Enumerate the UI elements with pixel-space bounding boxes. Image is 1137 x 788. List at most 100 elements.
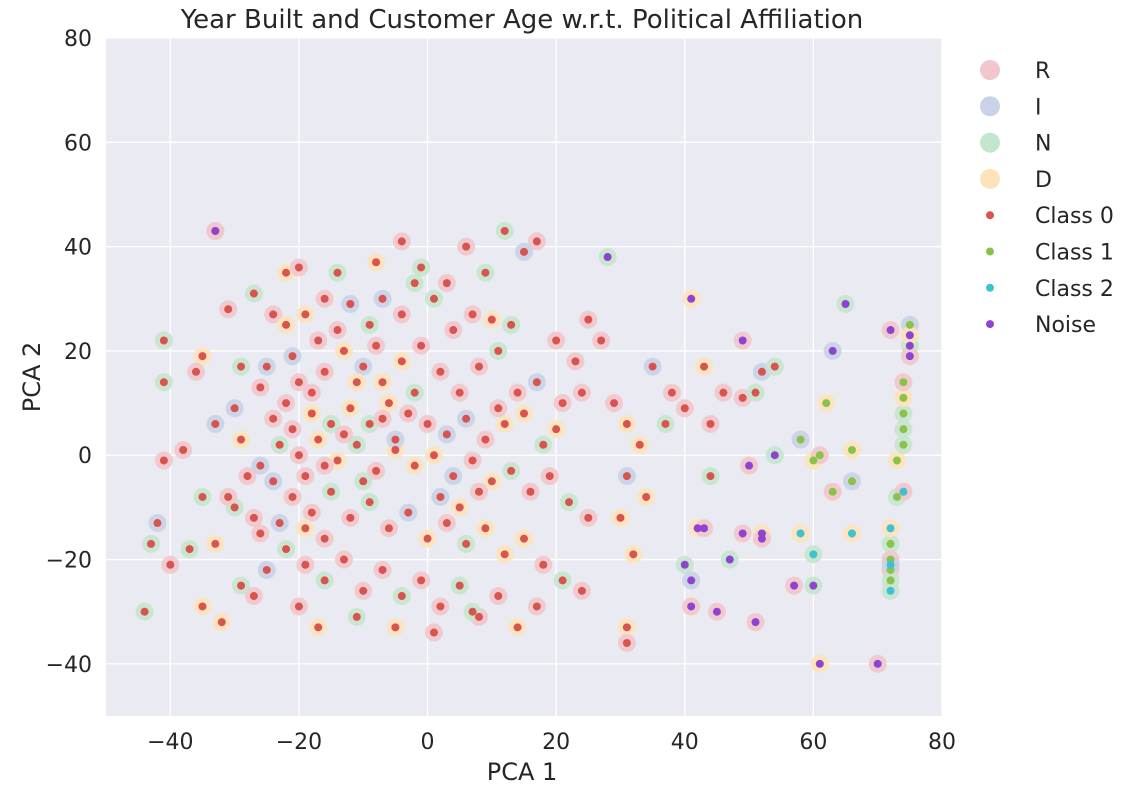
class-0-point xyxy=(462,414,471,423)
class-0-point xyxy=(243,472,252,481)
class-0-point xyxy=(320,534,329,543)
class-0-point xyxy=(307,508,316,517)
class-0-point xyxy=(198,602,207,611)
class-0-point xyxy=(327,419,336,428)
class-0-point xyxy=(294,451,303,460)
class-0-point xyxy=(339,555,348,564)
class-0-point xyxy=(552,425,561,434)
class-0-point xyxy=(288,425,297,434)
class-0-point xyxy=(539,560,548,569)
class-0-point xyxy=(494,592,503,601)
class-0-point xyxy=(282,399,291,408)
noise-point xyxy=(809,581,818,590)
class-2-point xyxy=(886,586,895,595)
class-0-point xyxy=(526,487,535,496)
class-0-point xyxy=(571,357,580,366)
class-0-point xyxy=(552,336,561,345)
y-tick-label: 80 xyxy=(64,27,92,52)
class-0-point xyxy=(558,576,567,585)
class-0-point xyxy=(282,320,291,329)
class-0-point xyxy=(153,519,162,528)
class-2-point xyxy=(809,550,818,559)
class-0-point xyxy=(494,404,503,413)
legend-label-r: R xyxy=(1035,59,1050,84)
class-0-point xyxy=(294,263,303,272)
class-0-point xyxy=(532,602,541,611)
y-tick-labels: −40 −20 0 20 40 60 80 xyxy=(46,27,92,678)
class-0-point xyxy=(474,362,483,371)
class-0-point xyxy=(359,586,368,595)
noise-point xyxy=(886,326,895,335)
class-0-point xyxy=(346,513,355,522)
class-0-point xyxy=(397,592,406,601)
legend-label-class-1: Class 1 xyxy=(1035,241,1114,266)
class-0-point xyxy=(565,498,574,507)
class-0-point xyxy=(372,341,381,350)
class-0-point xyxy=(584,315,593,324)
class-0-point xyxy=(423,419,432,428)
class-0-point xyxy=(706,419,715,428)
noise-point xyxy=(712,607,721,616)
class-0-point xyxy=(198,352,207,361)
class-0-point xyxy=(339,346,348,355)
class-0-point xyxy=(706,472,715,481)
class-0-point xyxy=(301,560,310,569)
y-axis-label: PCA 2 xyxy=(18,342,46,413)
class-0-point xyxy=(192,367,201,376)
class-0-point xyxy=(455,388,464,397)
legend-label-class-0: Class 0 xyxy=(1035,204,1114,229)
class-0-point xyxy=(314,336,323,345)
class-0-point xyxy=(378,565,387,574)
class-0-point xyxy=(545,472,554,481)
halo-layer xyxy=(135,221,919,673)
class-0-point xyxy=(314,435,323,444)
class-0-point xyxy=(520,247,528,256)
class-0-point xyxy=(327,487,336,496)
class-0-point xyxy=(320,461,329,470)
class-1-point xyxy=(892,456,901,465)
noise-point xyxy=(751,618,760,627)
noise-point xyxy=(905,352,914,361)
class-0-point xyxy=(410,388,419,397)
point-layer xyxy=(140,226,914,668)
x-tick-label: 40 xyxy=(671,730,699,755)
class-1-point xyxy=(905,320,914,329)
class-0-point xyxy=(365,498,374,507)
class-2-point xyxy=(886,560,895,569)
class-0-point xyxy=(346,299,355,308)
class-0-point xyxy=(642,492,651,501)
chart-title: Year Built and Customer Age w.r.t. Polit… xyxy=(180,5,864,35)
noise-point xyxy=(603,253,612,262)
class-0-point xyxy=(282,545,291,554)
class-1-point xyxy=(899,440,908,449)
class-0-point xyxy=(301,524,310,533)
legend-label-d: D xyxy=(1035,168,1052,193)
legend-label-i: I xyxy=(1035,95,1042,120)
class-0-point xyxy=(738,393,747,402)
noise-point xyxy=(905,331,914,340)
class-0-point xyxy=(159,456,168,465)
class-0-point xyxy=(365,320,374,329)
noise-point xyxy=(693,524,702,533)
class-0-point xyxy=(307,388,316,397)
noise-point xyxy=(680,560,689,569)
class-0-point xyxy=(500,419,509,428)
class-0-point xyxy=(352,612,361,621)
legend-marker-class-2 xyxy=(986,283,994,292)
class-1-point xyxy=(892,492,901,501)
class-1-point xyxy=(847,477,856,486)
legend-marker-r xyxy=(980,60,1000,80)
class-1-point xyxy=(886,576,895,585)
legend-marker-d xyxy=(980,168,1000,189)
class-0-point xyxy=(410,461,419,470)
class-0-point xyxy=(140,607,149,616)
class-0-point xyxy=(237,581,246,590)
class-0-point xyxy=(410,279,419,288)
class-0-point xyxy=(468,310,477,319)
class-0-point xyxy=(147,539,156,548)
x-tick-label: 0 xyxy=(421,730,435,755)
class-0-point xyxy=(700,362,709,371)
x-tick-label: 20 xyxy=(542,730,570,755)
class-0-point xyxy=(346,404,355,413)
